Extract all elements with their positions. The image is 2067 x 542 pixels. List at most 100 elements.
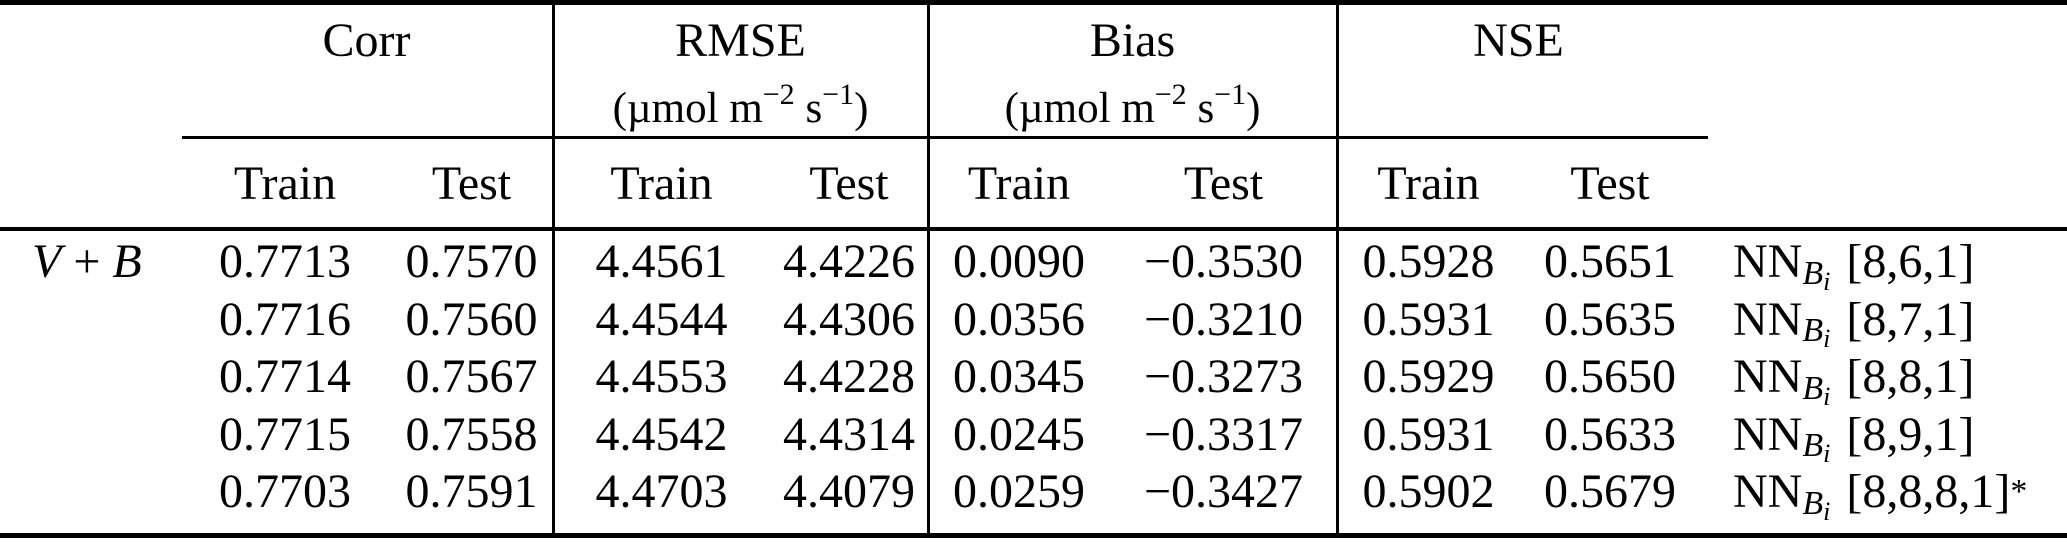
corr-test-value: 0.7558 — [405, 407, 538, 461]
row-group-label — [0, 291, 180, 349]
table-body: V + B 0.7713 0.7570 4.4561 4.4226 0.0090 −… — [0, 231, 2067, 526]
table-row: 0.7716 0.7560 4.4544 4.4306 0.0356 −0.32… — [0, 291, 2067, 354]
model-arch: [8,7,1] — [1846, 292, 1975, 346]
rmse-test-value: 4.4226 — [783, 235, 915, 289]
rmse-units: (µmol m−2 s−1) — [612, 78, 869, 132]
nse-label: NSE — [1473, 14, 1564, 67]
nse-test-value: 0.5679 — [1544, 465, 1676, 519]
table-bottom-rule — [0, 533, 2067, 538]
model-nn: NN — [1733, 292, 1803, 346]
header-spacer-left — [0, 5, 180, 137]
nse-test-value: 0.5633 — [1544, 407, 1676, 461]
corr-test-value: 0.7570 — [405, 235, 538, 289]
rmse-test-value: 4.4306 — [783, 292, 915, 346]
model-sub-i: i — [1823, 266, 1831, 296]
model-nn: NN — [1733, 407, 1803, 461]
model-star: * — [2010, 472, 2028, 510]
metric-group-rmse: RMSE (µmol m−2 s−1) — [553, 5, 928, 137]
subheader-corr-test: Test — [431, 156, 512, 210]
bias-train-value: 0.0345 — [953, 350, 1085, 404]
bias-test-value: −0.3210 — [1143, 292, 1304, 346]
header-row-groups: Corr RMSE (µmol m−2 s−1) Bias (µmol m−2 … — [0, 5, 2067, 136]
bias-test-value: −0.3273 — [1143, 350, 1304, 404]
subheader-rmse-train: Train — [610, 156, 713, 210]
model-sub-b: B — [1802, 427, 1824, 465]
model-arch: [8,8,1] — [1846, 350, 1975, 404]
model-sub-i: i — [1823, 324, 1831, 354]
model-arch: [8,9,1] — [1846, 407, 1975, 461]
metric-group-nse: NSE — [1337, 5, 1700, 137]
table-top-rule — [0, 0, 2067, 5]
model-nn: NN — [1733, 235, 1803, 289]
subheader-nse-train: Train — [1377, 156, 1480, 210]
bias-test-value: −0.3530 — [1143, 235, 1304, 289]
subheader-nse-test: Test — [1570, 156, 1650, 210]
separator-bias-nse — [1336, 5, 1339, 533]
bias-train-value: 0.0245 — [953, 407, 1085, 461]
nse-train-value: 0.5931 — [1362, 292, 1495, 346]
subheader-rmse-test: Test — [809, 156, 889, 210]
header-row-subcolumns: Train Test Train Test Train Test Train T… — [0, 139, 2067, 227]
corr-train-value: 0.7714 — [219, 350, 351, 404]
nse-test-value: 0.5635 — [1544, 292, 1676, 346]
model-sub-i: i — [1823, 496, 1831, 526]
row-group-label — [0, 406, 180, 464]
rmse-train-value: 4.4561 — [595, 235, 728, 289]
nse-train-value: 0.5929 — [1362, 350, 1495, 404]
subheader-bias-test: Test — [1183, 156, 1264, 210]
model-sub-b: B — [1802, 369, 1824, 407]
model-arch: [8,8,8,1] — [1846, 465, 2011, 519]
model-sub-i: i — [1823, 439, 1831, 469]
corr-train-value: 0.7715 — [219, 407, 351, 461]
metric-group-bias: Bias (µmol m−2 s−1) — [928, 5, 1337, 137]
nse-test-value: 0.5651 — [1544, 235, 1676, 289]
row-group-label — [0, 348, 180, 406]
bias-units: (µmol m−2 s−1) — [1004, 78, 1261, 132]
model-arch: [8,6,1] — [1846, 235, 1975, 289]
table-row: V + B 0.7713 0.7570 4.4561 4.4226 0.0090 −… — [0, 233, 2067, 296]
model-sub-i: i — [1823, 381, 1831, 411]
nse-train-value: 0.5928 — [1362, 235, 1495, 289]
header-group-rule — [182, 136, 1708, 139]
rmse-train-value: 4.4703 — [595, 465, 728, 519]
nse-train-value: 0.5931 — [1362, 407, 1495, 461]
header-body-rule — [0, 227, 2067, 231]
subheader-spacer-left — [0, 139, 180, 227]
metric-group-corr: Corr — [180, 5, 553, 137]
separator-rmse-bias — [927, 5, 930, 533]
model-sub-b: B — [1802, 254, 1824, 292]
separator-corr-rmse — [552, 5, 555, 533]
subheader-spacer-right — [1700, 139, 2067, 227]
header-spacer-right — [1700, 5, 2067, 137]
model-nn: NN — [1733, 465, 1803, 519]
bias-train-value: 0.0356 — [953, 292, 1085, 346]
rmse-label: RMSE — [675, 14, 806, 67]
subheader-corr-train: Train — [233, 156, 337, 210]
table-row: 0.7703 0.7591 4.4703 4.4079 0.0259 −0.34… — [0, 463, 2067, 526]
rmse-train-value: 4.4542 — [595, 407, 728, 461]
bias-train-value: 0.0090 — [953, 235, 1085, 289]
corr-test-value: 0.7560 — [405, 292, 538, 346]
nse-test-value: 0.5650 — [1544, 350, 1676, 404]
model-nn: NN — [1733, 350, 1803, 404]
subheader-bias-train: Train — [967, 156, 1071, 210]
bias-train-value: 0.0259 — [953, 465, 1085, 519]
rmse-test-value: 4.4079 — [783, 465, 915, 519]
table-row: 0.7714 0.7567 4.4553 4.4228 0.0345 −0.32… — [0, 348, 2067, 411]
rmse-test-value: 4.4314 — [783, 407, 915, 461]
corr-train-value: 0.7716 — [219, 292, 351, 346]
bias-label: Bias — [1089, 14, 1176, 67]
row-group-label — [0, 463, 180, 521]
bias-test-value: −0.3427 — [1143, 465, 1304, 519]
model-sub-b: B — [1802, 484, 1824, 522]
row-group-label: V + B — [32, 235, 142, 289]
corr-train-value: 0.7713 — [219, 235, 351, 289]
corr-test-value: 0.7591 — [405, 465, 538, 519]
nse-train-value: 0.5902 — [1362, 465, 1495, 519]
model-sub-b: B — [1802, 312, 1824, 350]
